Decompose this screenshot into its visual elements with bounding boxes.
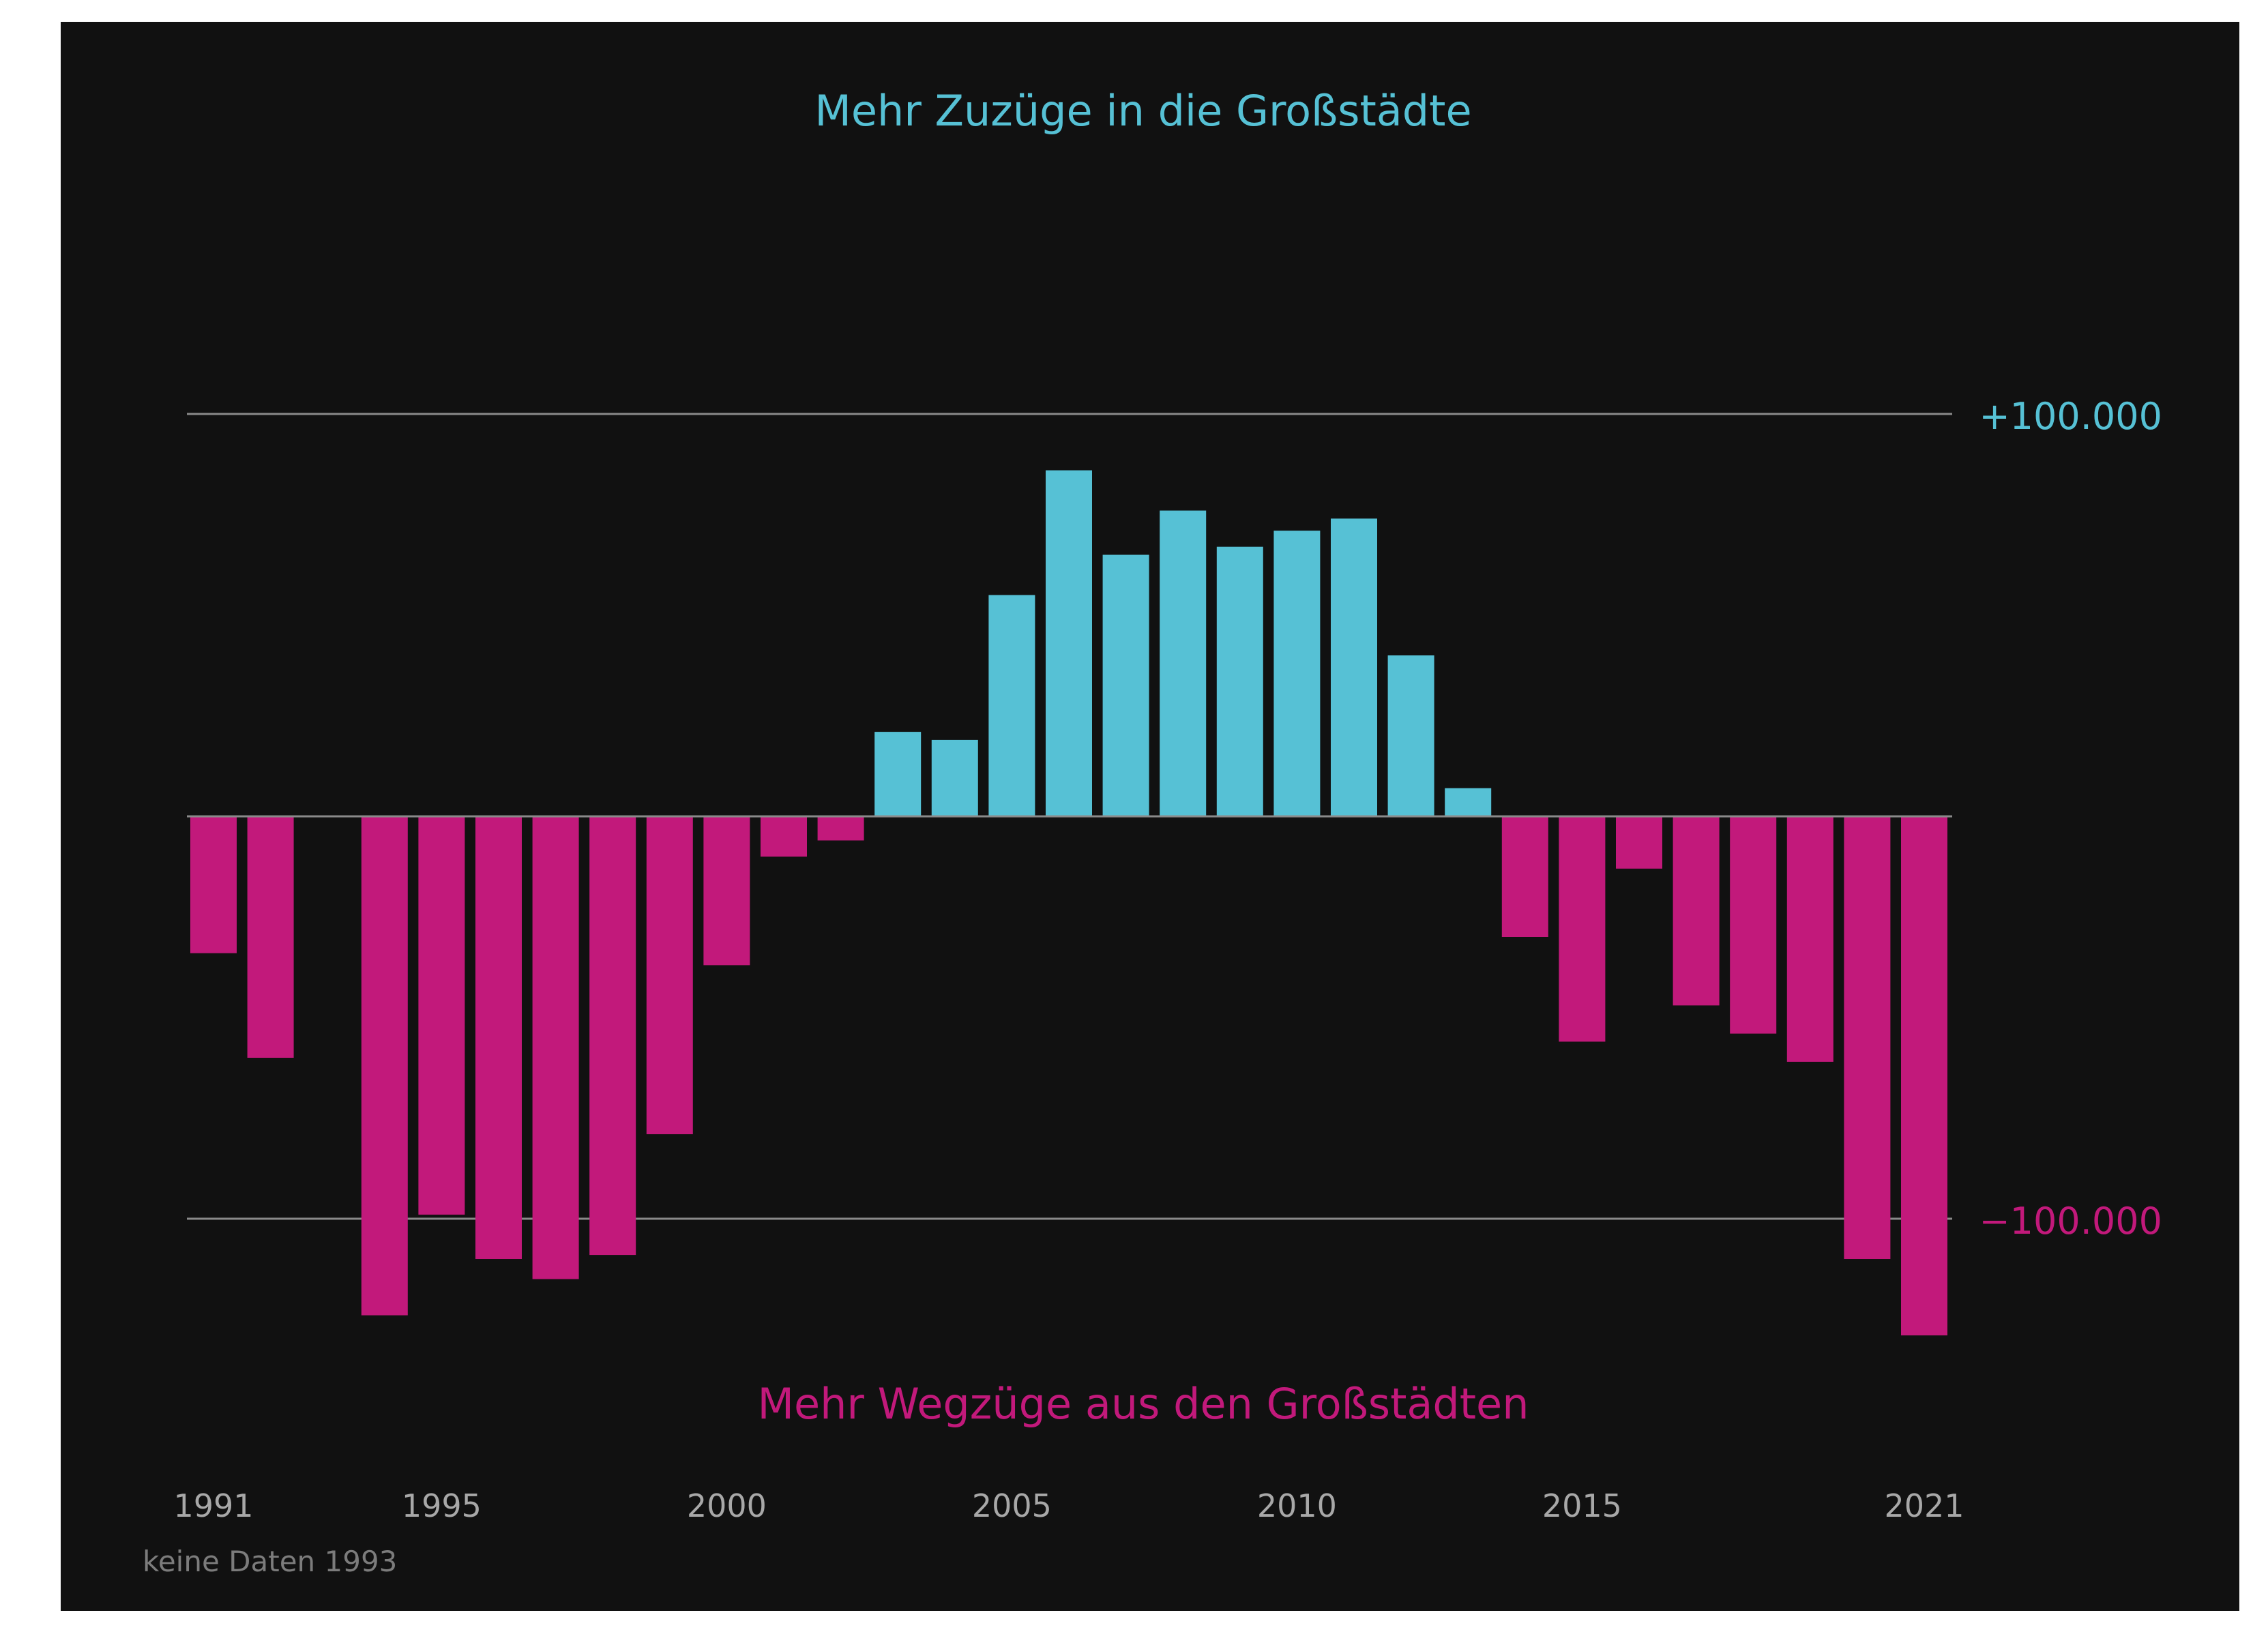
x-tick-label-2015: 2015 — [1542, 1487, 1622, 1524]
no-data-note: keine Daten 1993 — [143, 1545, 397, 1578]
bar-1999 — [646, 816, 693, 1135]
bar-2006 — [1046, 470, 1092, 816]
y-tick-labels: +100.000 −100.000 — [1979, 395, 2162, 1243]
x-tick-label-2021: 2021 — [1884, 1487, 1964, 1524]
bar-2002 — [817, 816, 864, 841]
bar-2017 — [1673, 816, 1720, 1006]
y-tick-label-0: +100.000 — [1979, 395, 2162, 438]
bottom-label: Mehr Wegzüge aus den Großstädten — [757, 1379, 1529, 1429]
bar-1998 — [589, 816, 636, 1256]
y-tick-label-1: −100.000 — [1979, 1200, 2162, 1243]
bar-2005 — [988, 595, 1035, 816]
bar-2018 — [1730, 816, 1777, 1034]
x-tick-label-2000: 2000 — [687, 1487, 767, 1524]
bar-2008 — [1160, 510, 1207, 816]
bar-2013 — [1445, 788, 1492, 816]
bar-1997 — [532, 816, 579, 1279]
x-tick-label-2005: 2005 — [972, 1487, 1052, 1524]
bar-chart: Mehr Zuzüge in die Großstädte Mehr Wegzü… — [143, 86, 2162, 1578]
chart-panel: Mehr Zuzüge in die Großstädte Mehr Wegzü… — [61, 22, 2239, 1611]
bar-1991 — [190, 816, 237, 953]
labels: Mehr Zuzüge in die Großstädte Mehr Wegzü… — [143, 86, 1529, 1578]
bar-1995 — [418, 816, 465, 1215]
bar-2020 — [1844, 816, 1891, 1259]
bar-2019 — [1786, 816, 1833, 1062]
bar-2015 — [1559, 816, 1606, 1042]
x-tick-label-2010: 2010 — [1257, 1487, 1337, 1524]
x-tick-label-1995: 1995 — [402, 1487, 482, 1524]
x-tick-label-1991: 1991 — [173, 1487, 253, 1524]
bar-2014 — [1501, 816, 1548, 937]
bar-1994 — [361, 816, 408, 1316]
top-label: Mehr Zuzüge in die Großstädte — [814, 86, 1471, 136]
bar-2001 — [761, 816, 807, 857]
bar-1992 — [247, 816, 294, 1058]
bar-2009 — [1216, 546, 1263, 816]
bar-2010 — [1273, 531, 1321, 816]
bar-2011 — [1331, 518, 1377, 816]
bar-1996 — [475, 816, 522, 1259]
bar-2007 — [1102, 554, 1149, 816]
bar-2021 — [1901, 816, 1947, 1336]
x-tick-labels: 1991 1995 2000 2005 2010 2015 2021 — [173, 1487, 1964, 1524]
bar-2012 — [1387, 655, 1434, 816]
bar-2016 — [1616, 816, 1662, 869]
bar-2000 — [703, 816, 750, 966]
bars — [190, 470, 1947, 1336]
bar-2003 — [874, 732, 922, 816]
bar-2004 — [931, 739, 978, 816]
